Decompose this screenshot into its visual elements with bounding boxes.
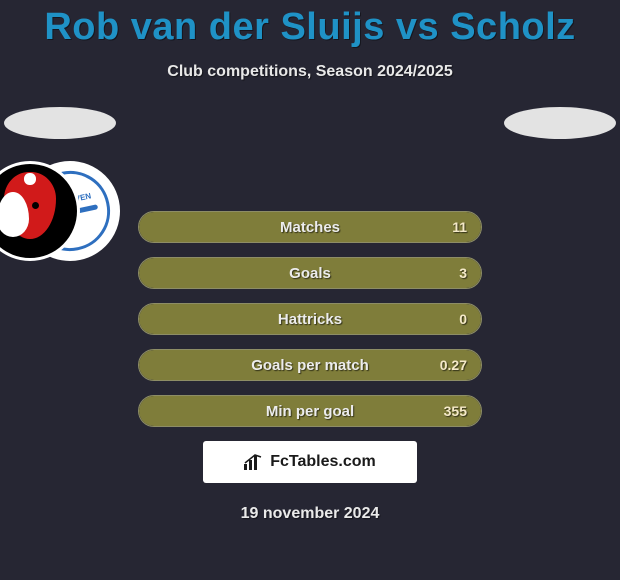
stat-row: Min per goal355 bbox=[138, 395, 482, 427]
stat-label: Hattricks bbox=[139, 311, 481, 328]
page-title: Rob van der Sluijs vs Scholz bbox=[0, 0, 620, 49]
stat-value: 3 bbox=[459, 265, 467, 281]
stat-row: Hattricks0 bbox=[138, 303, 482, 335]
player-right-platform bbox=[504, 107, 616, 139]
brand-text: FcTables.com bbox=[270, 453, 376, 471]
stat-row: Matches11 bbox=[138, 211, 482, 243]
stat-row: Goals per match0.27 bbox=[138, 349, 482, 381]
comparison-stage: FC EINDHOVEN Matches11Goals3Hattricks0Go… bbox=[0, 111, 620, 523]
stat-value: 0.27 bbox=[440, 357, 467, 373]
brand-link[interactable]: FcTables.com bbox=[203, 441, 417, 483]
subtitle: Club competitions, Season 2024/2025 bbox=[0, 63, 620, 81]
footer-date: 19 november 2024 bbox=[0, 505, 620, 523]
stat-value: 0 bbox=[459, 311, 467, 327]
stat-label: Min per goal bbox=[139, 403, 481, 420]
stat-row: Goals3 bbox=[138, 257, 482, 289]
stat-rows: Matches11 Goals3 Hattricks0 Goals per match… bbox=[138, 211, 482, 427]
stat-value: 11 bbox=[452, 219, 467, 235]
stat-label: Matches bbox=[139, 219, 481, 236]
stat-label: Goals per match bbox=[139, 357, 481, 374]
player-left-platform bbox=[4, 107, 116, 139]
bars-icon bbox=[244, 454, 264, 470]
stat-label: Goals bbox=[139, 265, 481, 282]
stat-value: 355 bbox=[444, 403, 467, 419]
